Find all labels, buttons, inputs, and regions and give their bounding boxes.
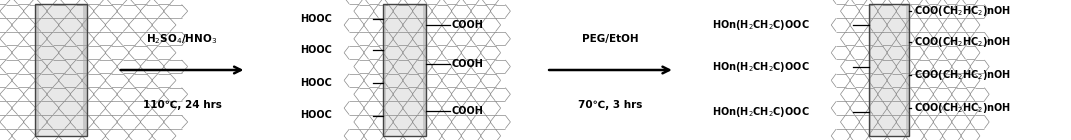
Text: HOn(H$_2$CH$_2$C)OOC: HOn(H$_2$CH$_2$C)OOC <box>712 105 810 119</box>
Bar <box>383 4 426 136</box>
Bar <box>906 4 909 136</box>
Bar <box>869 4 909 136</box>
Bar <box>35 4 87 136</box>
Text: COOH: COOH <box>452 20 484 30</box>
Bar <box>869 4 909 136</box>
Text: HOOC: HOOC <box>300 78 332 88</box>
Bar <box>35 4 87 136</box>
Bar <box>869 4 872 136</box>
Text: HOOC: HOOC <box>300 110 332 121</box>
Text: HOn(H$_2$CH$_2$C)OOC: HOn(H$_2$CH$_2$C)OOC <box>712 60 810 74</box>
Text: HOOC: HOOC <box>300 45 332 55</box>
Text: COO(CH$_2$HC$_2$)nOH: COO(CH$_2$HC$_2$)nOH <box>914 35 1011 49</box>
Bar <box>84 4 87 136</box>
Text: COO(CH$_2$HC$_2$)nOH: COO(CH$_2$HC$_2$)nOH <box>914 68 1011 82</box>
Bar <box>869 4 909 136</box>
Text: COOH: COOH <box>452 59 484 69</box>
Text: HOn(H$_2$CH$_2$C)OOC: HOn(H$_2$CH$_2$C)OOC <box>712 18 810 32</box>
Text: 110℃, 24 hrs: 110℃, 24 hrs <box>142 100 222 110</box>
Text: 70℃, 3 hrs: 70℃, 3 hrs <box>578 100 643 110</box>
Text: COO(CH$_2$HC$_2$)nOH: COO(CH$_2$HC$_2$)nOH <box>914 101 1011 115</box>
Bar <box>383 4 426 136</box>
Text: HOOC: HOOC <box>300 14 332 24</box>
Text: H$_2$SO$_4$/HNO$_3$: H$_2$SO$_4$/HNO$_3$ <box>147 32 217 46</box>
Text: COOH: COOH <box>452 106 484 116</box>
Bar <box>383 4 387 136</box>
Text: PEG/EtOH: PEG/EtOH <box>583 34 638 44</box>
Bar <box>35 4 39 136</box>
Bar <box>423 4 426 136</box>
Text: COO(CH$_2$HC$_2$)nOH: COO(CH$_2$HC$_2$)nOH <box>914 4 1011 18</box>
Bar <box>383 4 426 136</box>
Bar <box>35 4 87 136</box>
